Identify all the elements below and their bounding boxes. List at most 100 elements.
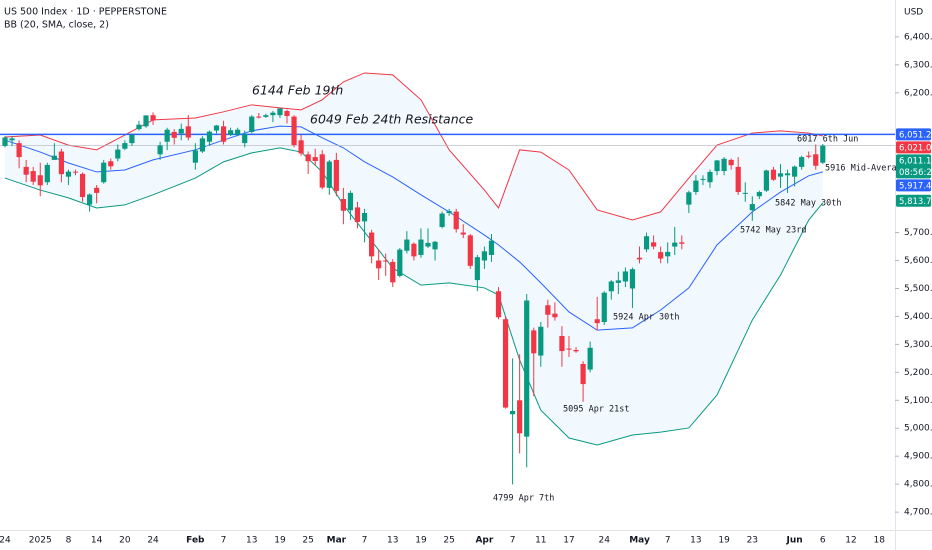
candle-body bbox=[651, 242, 657, 247]
candle-body bbox=[256, 116, 262, 118]
candle-body bbox=[608, 281, 614, 292]
candle-body bbox=[446, 211, 452, 214]
candle-body bbox=[213, 125, 220, 131]
candle-body bbox=[333, 159, 339, 191]
price-tag-label: 6,051.2 bbox=[899, 130, 931, 140]
candle-body bbox=[94, 187, 100, 193]
candle-body bbox=[707, 171, 713, 183]
x-tick-label: 23 bbox=[747, 536, 758, 546]
countdown: 08:56:26 bbox=[899, 168, 932, 178]
x-tick-label: 6 bbox=[820, 536, 826, 546]
x-tick-label: 19 bbox=[274, 536, 286, 546]
candle-body bbox=[235, 129, 241, 135]
annotation: 6017 6th Jun bbox=[797, 135, 858, 145]
x-tick-label: 13 bbox=[387, 536, 398, 546]
annotation: 5742 May 23rd bbox=[740, 226, 807, 236]
x-tick-label: 24 bbox=[147, 536, 159, 546]
candle-body bbox=[573, 349, 579, 352]
candle-body bbox=[143, 115, 149, 127]
candle-body bbox=[298, 140, 304, 154]
x-tick-label: 7 bbox=[665, 536, 671, 546]
candle-body bbox=[799, 157, 805, 167]
candle-body bbox=[65, 171, 72, 177]
x-tick-label: 24 bbox=[599, 536, 611, 546]
candle-body bbox=[643, 236, 650, 250]
x-tick-label: 25 bbox=[443, 536, 454, 546]
candle-body bbox=[108, 161, 114, 167]
candle-body bbox=[397, 249, 403, 276]
y-tick-label: 4,900.0 bbox=[904, 452, 932, 462]
x-tick-label: 17 bbox=[563, 536, 574, 546]
candle-body bbox=[340, 199, 346, 211]
x-tick-label: 2025 bbox=[29, 536, 52, 546]
candle-body bbox=[502, 319, 509, 408]
y-tick-label: 5,300.0 bbox=[904, 340, 932, 350]
indicator-label: BB (20, SMA, close, 2) bbox=[4, 20, 109, 31]
candle-body bbox=[284, 110, 290, 117]
candle-body bbox=[418, 239, 424, 255]
candle-body bbox=[171, 131, 177, 138]
x-tick-label: 24 bbox=[0, 536, 11, 546]
candle-body bbox=[531, 330, 537, 354]
x-tick-label: Mar bbox=[327, 536, 347, 546]
candle-body bbox=[37, 175, 43, 186]
candle-body bbox=[242, 134, 248, 144]
candle-body bbox=[115, 149, 121, 159]
candle-body bbox=[51, 155, 57, 160]
candle-body bbox=[813, 154, 819, 166]
candle-body bbox=[524, 300, 530, 437]
candle-body bbox=[735, 166, 741, 193]
candle-body bbox=[136, 124, 142, 130]
candle-body bbox=[806, 155, 812, 157]
candle-body bbox=[347, 192, 354, 211]
candle-body bbox=[72, 171, 79, 173]
annotation: 4799 Apr 7th bbox=[493, 494, 554, 504]
annotation: 5924 Apr 30th bbox=[613, 313, 680, 323]
x-tick-label: 12 bbox=[845, 536, 856, 546]
candle-body bbox=[636, 257, 643, 260]
candle-body bbox=[749, 204, 755, 211]
candle-body bbox=[594, 319, 600, 324]
candle-body bbox=[622, 271, 628, 282]
candle-body bbox=[411, 243, 417, 257]
y-tick-label: 4,700.0 bbox=[904, 508, 932, 518]
candle-body bbox=[580, 363, 586, 385]
candle-body bbox=[354, 207, 361, 222]
candle-body bbox=[566, 348, 572, 350]
x-tick-label: Feb bbox=[186, 536, 205, 546]
candle-body bbox=[178, 128, 184, 134]
x-tick-label: 7 bbox=[221, 536, 227, 546]
y-tick-label: 5,500.0 bbox=[904, 284, 932, 294]
candle-body bbox=[658, 252, 664, 259]
candle-body bbox=[199, 138, 205, 152]
candle-body bbox=[728, 159, 734, 166]
candle-body bbox=[545, 305, 551, 315]
y-tick-label: 5,000.0 bbox=[904, 424, 932, 434]
candle-body bbox=[58, 151, 64, 175]
candle-body bbox=[361, 213, 368, 222]
candle-body bbox=[552, 313, 558, 318]
candle-body bbox=[742, 192, 748, 194]
candle-body bbox=[369, 232, 375, 257]
candle-body bbox=[770, 169, 777, 180]
price-tag bbox=[896, 141, 931, 154]
x-tick-label: Jun bbox=[786, 536, 803, 546]
candle-body bbox=[16, 143, 22, 158]
x-tick-label: 19 bbox=[718, 536, 730, 546]
y-tick-label: 5,100.0 bbox=[904, 396, 932, 406]
y-tick-label: 5,700.0 bbox=[904, 228, 932, 238]
candle-body bbox=[665, 251, 671, 257]
candle-body bbox=[30, 171, 36, 182]
candle-body bbox=[672, 242, 678, 247]
candle-body bbox=[404, 239, 410, 251]
bollinger-band bbox=[4, 125, 823, 331]
annotation: 6144 Feb 19th bbox=[252, 83, 343, 98]
candle-body bbox=[777, 173, 784, 177]
candle-body bbox=[249, 116, 255, 132]
y-tick-label: 6,400.0 bbox=[904, 32, 932, 42]
price-tag-label: 6,011.1 bbox=[899, 156, 931, 166]
candle-body bbox=[538, 326, 544, 356]
x-tick-label: May bbox=[629, 536, 650, 546]
